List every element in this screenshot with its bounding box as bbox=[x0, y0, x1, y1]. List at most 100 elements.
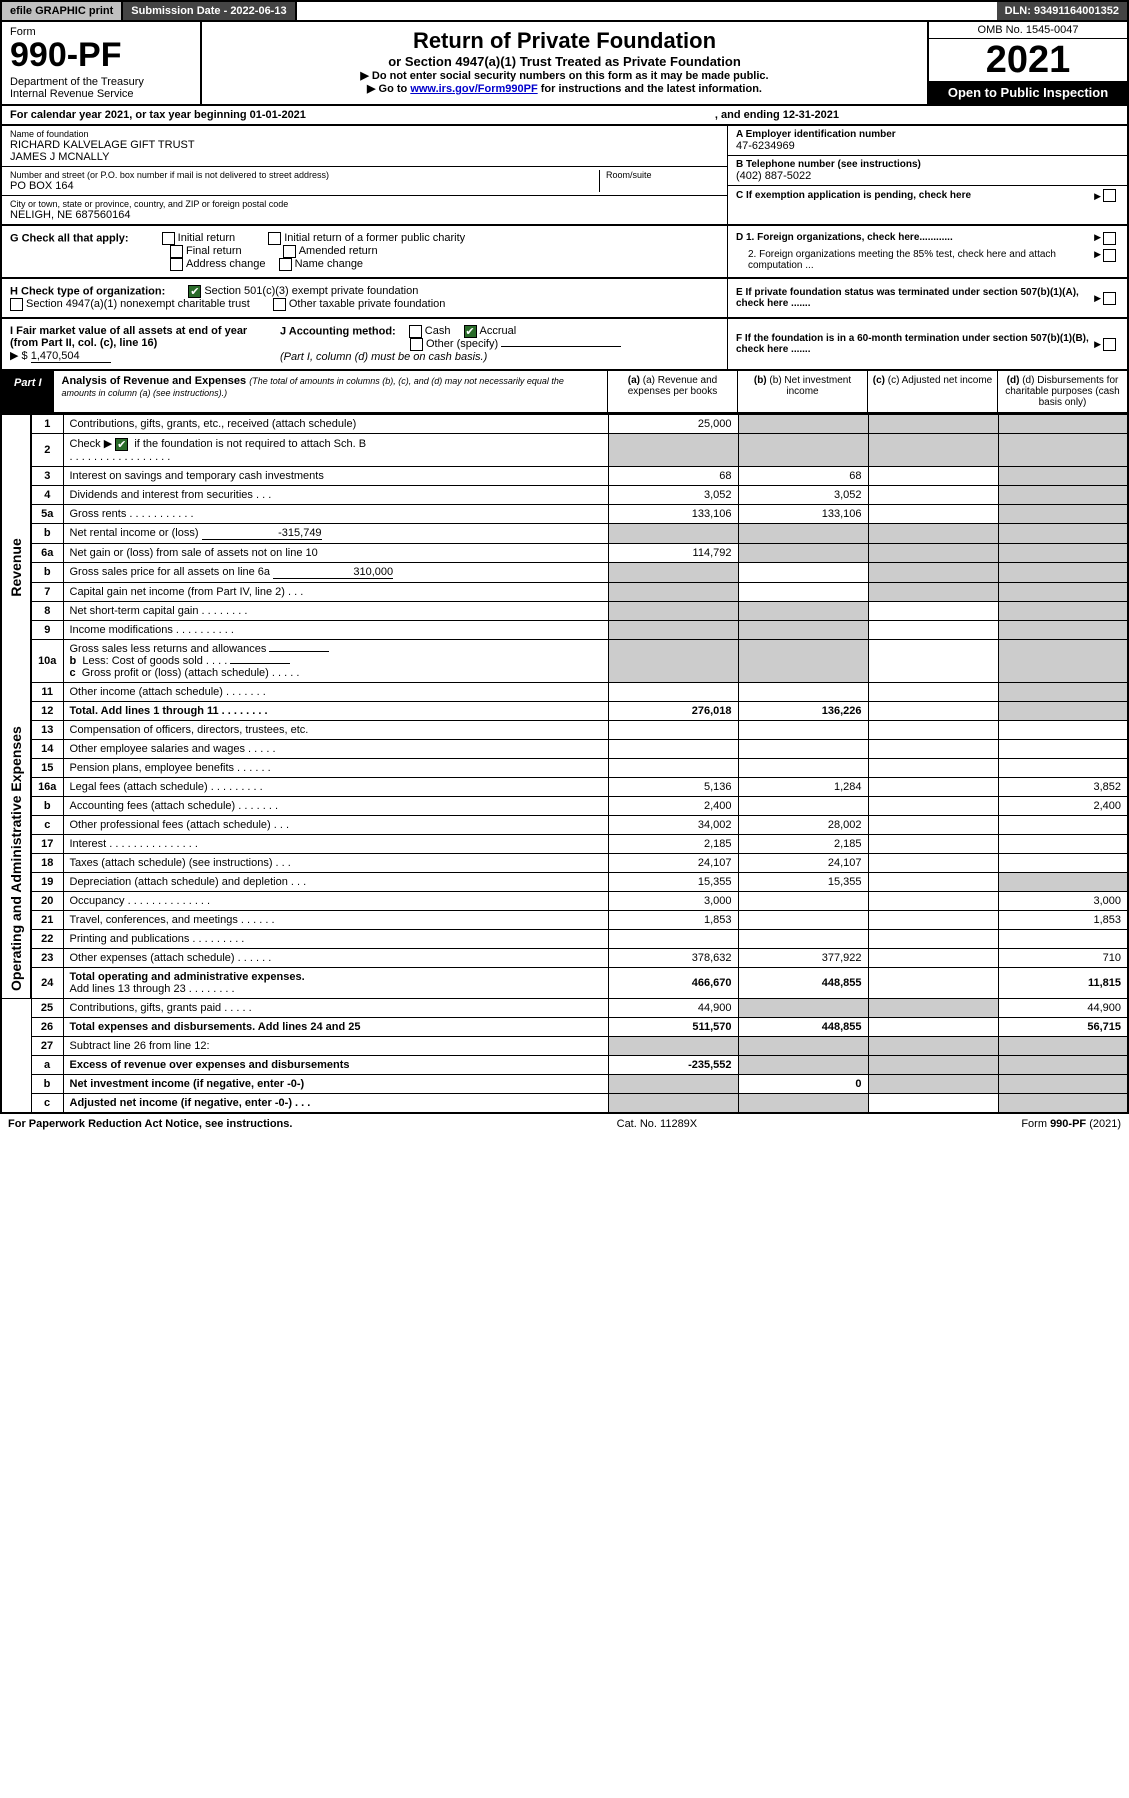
ln: 21 bbox=[31, 910, 63, 929]
ln: 17 bbox=[31, 834, 63, 853]
table-row: bNet investment income (if negative, ent… bbox=[1, 1074, 1128, 1093]
chk-initial[interactable] bbox=[162, 232, 175, 245]
arrow-icon bbox=[1094, 190, 1103, 202]
ln: 10a bbox=[31, 639, 63, 682]
col-a: 2,400 bbox=[608, 796, 738, 815]
section-i-j-f: I Fair market value of all assets at end… bbox=[0, 319, 1129, 371]
desc: Taxes (attach schedule) (see instruction… bbox=[63, 853, 608, 872]
room-label: Room/suite bbox=[606, 170, 719, 180]
arrow-icon bbox=[1094, 293, 1103, 304]
chk-501c3[interactable] bbox=[188, 285, 201, 298]
ln: 20 bbox=[31, 891, 63, 910]
ln: 4 bbox=[31, 485, 63, 504]
opt-final: Final return bbox=[186, 245, 242, 257]
ln: 7 bbox=[31, 582, 63, 601]
table-row: 21Travel, conferences, and meetings . . … bbox=[1, 910, 1128, 929]
efile-print-button[interactable]: efile GRAPHIC print bbox=[2, 2, 123, 20]
chk-other-taxable[interactable] bbox=[273, 298, 286, 311]
ln: 6a bbox=[31, 543, 63, 562]
desc: Pension plans, employee benefits . . . .… bbox=[63, 758, 608, 777]
desc: Contributions, gifts, grants, etc., rece… bbox=[63, 415, 608, 434]
col-a: 1,853 bbox=[608, 910, 738, 929]
col-b: 136,226 bbox=[738, 701, 868, 720]
chk-4947[interactable] bbox=[10, 298, 23, 311]
header-note-2: ▶ Go to www.irs.gov/Form990PF for instru… bbox=[208, 82, 921, 95]
table-row: aExcess of revenue over expenses and dis… bbox=[1, 1055, 1128, 1074]
footer-left: For Paperwork Reduction Act Notice, see … bbox=[8, 1118, 292, 1130]
desc: Other employee salaries and wages . . . … bbox=[63, 739, 608, 758]
col-a: 5,136 bbox=[608, 777, 738, 796]
table-row: 14Other employee salaries and wages . . … bbox=[1, 739, 1128, 758]
ln: 12 bbox=[31, 701, 63, 720]
ln: 27 bbox=[31, 1036, 63, 1055]
dln-label: DLN: 93491164001352 bbox=[997, 2, 1127, 20]
col-b: 2,185 bbox=[738, 834, 868, 853]
j-label: J Accounting method: bbox=[280, 325, 396, 337]
desc: Income modifications . . . . . . . . . . bbox=[63, 620, 608, 639]
exemption-checkbox[interactable] bbox=[1103, 189, 1116, 202]
opt-initial: Initial return bbox=[178, 232, 235, 244]
other-method-input[interactable] bbox=[501, 346, 621, 347]
footer-mid: Cat. No. 11289X bbox=[617, 1118, 698, 1130]
chk-amended[interactable] bbox=[283, 245, 296, 258]
chk-cash[interactable] bbox=[409, 325, 422, 338]
table-row: 2Check ▶ if the foundation is not requir… bbox=[1, 434, 1128, 467]
ln: 14 bbox=[31, 739, 63, 758]
chk-name-change[interactable] bbox=[279, 258, 292, 271]
chk-d1[interactable] bbox=[1103, 232, 1116, 245]
table-row: 8Net short-term capital gain . . . . . .… bbox=[1, 601, 1128, 620]
col-b: 1,284 bbox=[738, 777, 868, 796]
table-row: 26Total expenses and disbursements. Add … bbox=[1, 1017, 1128, 1036]
part1-table: Revenue 1Contributions, gifts, grants, e… bbox=[0, 414, 1129, 1114]
table-row: cOther professional fees (attach schedul… bbox=[1, 815, 1128, 834]
part1-label: Part I bbox=[2, 371, 54, 412]
chk-final[interactable] bbox=[170, 245, 183, 258]
opt-amended: Amended return bbox=[299, 245, 378, 257]
chk-f[interactable] bbox=[1103, 338, 1116, 351]
opt-initial-pub: Initial return of a former public charit… bbox=[284, 232, 465, 244]
desc: Legal fees (attach schedule) . . . . . .… bbox=[63, 777, 608, 796]
table-row: bGross sales price for all assets on lin… bbox=[1, 562, 1128, 582]
ln: c bbox=[31, 1093, 63, 1113]
ln: b bbox=[31, 796, 63, 815]
section-g-d: G Check all that apply: Initial return I… bbox=[0, 226, 1129, 279]
chk-initial-pub[interactable] bbox=[268, 232, 281, 245]
col-c-header: (c) (c) Adjusted net income bbox=[867, 371, 997, 412]
addr-label: Number and street (or P.O. box number if… bbox=[10, 170, 599, 180]
val-10a[interactable] bbox=[269, 651, 329, 652]
table-row: 11Other income (attach schedule) . . . .… bbox=[1, 682, 1128, 701]
ln: 19 bbox=[31, 872, 63, 891]
name-label: Name of foundation bbox=[10, 129, 719, 139]
ln: 18 bbox=[31, 853, 63, 872]
chk-other-method[interactable] bbox=[410, 338, 423, 351]
chk-sch-b[interactable] bbox=[115, 438, 128, 451]
desc: Total. Add lines 1 through 11 . . . . . … bbox=[63, 701, 608, 720]
ln: 22 bbox=[31, 929, 63, 948]
chk-d2[interactable] bbox=[1103, 249, 1116, 262]
chk-e[interactable] bbox=[1103, 292, 1116, 305]
chk-addr-change[interactable] bbox=[170, 258, 183, 271]
desc: Net short-term capital gain . . . . . . … bbox=[63, 601, 608, 620]
form-header: Form 990-PF Department of the Treasury I… bbox=[0, 22, 1129, 106]
val-10b[interactable] bbox=[230, 663, 290, 664]
desc: Dividends and interest from securities .… bbox=[63, 485, 608, 504]
ln: b bbox=[31, 1074, 63, 1093]
col-b: 377,922 bbox=[738, 948, 868, 967]
table-row: 12Total. Add lines 1 through 11 . . . . … bbox=[1, 701, 1128, 720]
col-b: 448,855 bbox=[738, 967, 868, 998]
desc: Net rental income or (loss) -315,749 bbox=[63, 523, 608, 543]
desc: Excess of revenue over expenses and disb… bbox=[63, 1055, 608, 1074]
col-b: 15,355 bbox=[738, 872, 868, 891]
desc: Other expenses (attach schedule) . . . .… bbox=[63, 948, 608, 967]
address: PO BOX 164 bbox=[10, 180, 599, 192]
omb-number: OMB No. 1545-0047 bbox=[929, 22, 1127, 39]
table-row: 10aGross sales less returns and allowanc… bbox=[1, 639, 1128, 682]
irs-link[interactable]: www.irs.gov/Form990PF bbox=[410, 83, 537, 95]
desc: Interest on savings and temporary cash i… bbox=[63, 466, 608, 485]
cal-end: , and ending 12-31-2021 bbox=[715, 109, 839, 121]
chk-accrual[interactable] bbox=[464, 325, 477, 338]
col-a: 276,018 bbox=[608, 701, 738, 720]
col-b-header: (b) (b) Net investment income bbox=[737, 371, 867, 412]
j-note: (Part I, column (d) must be on cash basi… bbox=[280, 351, 487, 363]
desc: Printing and publications . . . . . . . … bbox=[63, 929, 608, 948]
